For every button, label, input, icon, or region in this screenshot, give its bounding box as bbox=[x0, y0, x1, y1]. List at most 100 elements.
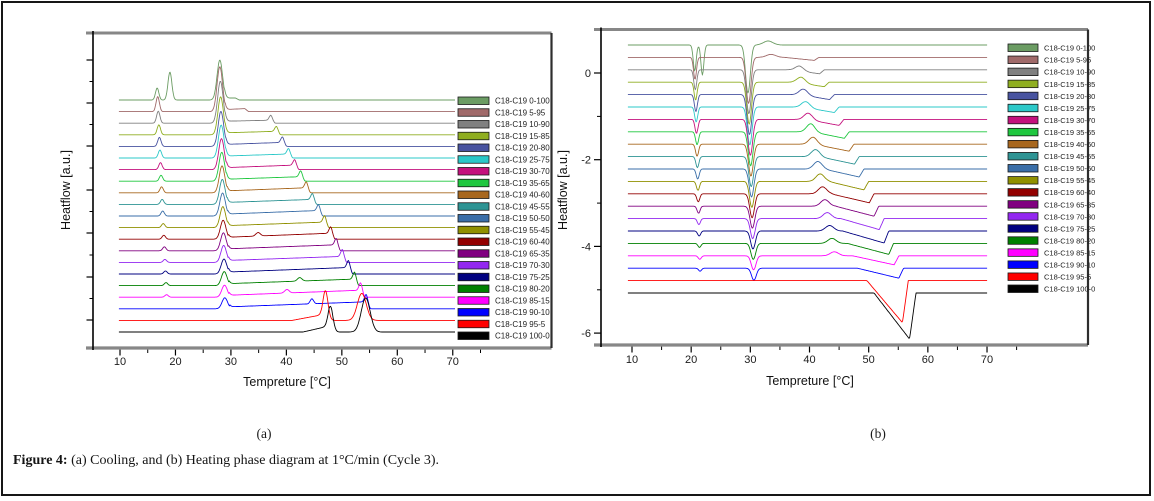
curve-c18-c19-100-0 bbox=[118, 297, 455, 333]
legend-swatch bbox=[1007, 43, 1039, 52]
legend-label: C18-C19 75-25 bbox=[1044, 224, 1095, 233]
curve-c18-c19-85-15 bbox=[118, 282, 455, 298]
curve-c18-c19-75-25 bbox=[118, 258, 455, 275]
curve-c18-c19-30-70 bbox=[627, 112, 988, 156]
x-axis-title: Tempreture [°C] bbox=[766, 374, 854, 388]
x-tick-label: 10 bbox=[114, 356, 126, 368]
legend-swatch bbox=[1007, 67, 1039, 76]
legend-swatch bbox=[457, 296, 490, 305]
curve-c18-c19-45-55 bbox=[627, 149, 988, 187]
curve-c18-c19-30-70 bbox=[118, 138, 455, 171]
legend-label: C18-C19 60-40 bbox=[495, 238, 550, 247]
legend-swatch bbox=[457, 131, 490, 141]
y-axis-title: Heatflow [a.u.] bbox=[556, 150, 570, 230]
curve-c18-c19-100-0 bbox=[627, 292, 988, 339]
curve-c18-c19-25-75 bbox=[118, 124, 455, 159]
legend-swatch bbox=[1007, 212, 1039, 221]
legend-label: C18-C19 65-35 bbox=[1044, 200, 1095, 209]
legend-swatch bbox=[457, 96, 490, 105]
figure-caption: Figure 4: (a) Cooling, and (b) Heating p… bbox=[13, 453, 439, 469]
legend-label: C18-C19 30-70 bbox=[495, 167, 550, 176]
curve-c18-c19-10-90 bbox=[627, 65, 988, 114]
curve-c18-c19-65-35 bbox=[118, 232, 455, 252]
curve-c18-c19-65-35 bbox=[627, 199, 988, 229]
legend-label: C18-C19 70-30 bbox=[495, 261, 550, 270]
legend-swatch bbox=[457, 155, 490, 164]
x-tick-label: 50 bbox=[336, 356, 348, 368]
legend-swatch bbox=[1007, 188, 1039, 197]
legend-swatch bbox=[457, 202, 490, 211]
legend-swatch bbox=[457, 272, 490, 282]
curve-c18-c19-15-85 bbox=[627, 76, 988, 125]
legend-swatch bbox=[457, 249, 490, 258]
legend-label: C18-C19 40-60 bbox=[495, 191, 550, 200]
legend-label: C18-C19 100-0 bbox=[1044, 285, 1095, 294]
curve-c18-c19-80-20 bbox=[118, 271, 455, 287]
caption-figure-number: Figure 4: bbox=[13, 453, 68, 468]
legend-swatch bbox=[457, 190, 490, 199]
y-tick-label: -2 bbox=[581, 155, 591, 167]
curve-c18-c19-35-65 bbox=[627, 123, 988, 167]
legend-label: C18-C19 35-65 bbox=[1044, 128, 1095, 137]
legend-label: C18-C19 75-25 bbox=[495, 273, 550, 282]
curve-c18-c19-60-40 bbox=[627, 186, 988, 219]
legend-swatch bbox=[457, 143, 490, 152]
curve-c18-c19-40-60 bbox=[118, 165, 455, 194]
legend-swatch bbox=[1007, 248, 1039, 257]
x-tick-label: 40 bbox=[803, 354, 815, 366]
legend-label: C18-C19 60-40 bbox=[1044, 188, 1095, 197]
curve-c18-c19-85-15 bbox=[627, 251, 988, 271]
curve-c18-c19-25-75 bbox=[627, 101, 988, 146]
legend-swatch bbox=[1007, 164, 1039, 173]
legend-swatch bbox=[1007, 272, 1039, 281]
legend-label: C18-C19 25-75 bbox=[495, 155, 550, 164]
x-tick-label: 60 bbox=[922, 354, 934, 366]
legend-label: C18-C19 10-90 bbox=[495, 120, 550, 129]
curve-c18-c19-75-25 bbox=[627, 225, 988, 250]
legend-label: C18-C19 20-80 bbox=[495, 144, 550, 153]
x-tick-label: 50 bbox=[863, 354, 875, 366]
legend-swatch bbox=[457, 167, 490, 176]
legend-swatch bbox=[457, 331, 490, 340]
y-tick-label: 0 bbox=[585, 68, 591, 80]
curve-c18-c19-15-85 bbox=[118, 96, 455, 136]
legend-swatch bbox=[1007, 79, 1039, 89]
legend-swatch bbox=[457, 308, 490, 317]
legend-label: C18-C19 30-70 bbox=[1044, 116, 1095, 125]
legend-label: C18-C19 95-5 bbox=[1044, 273, 1091, 282]
x-tick-label: 60 bbox=[391, 356, 403, 368]
legend-swatch bbox=[1007, 152, 1039, 161]
curve-c18-c19-55-45 bbox=[627, 173, 988, 208]
curve-c18-c19-70-30 bbox=[118, 245, 455, 263]
legend-label: C18-C19 45-55 bbox=[1044, 152, 1095, 161]
legend-swatch bbox=[457, 237, 490, 246]
legend-swatch bbox=[457, 178, 490, 188]
curve-c18-c19-5-95 bbox=[118, 66, 455, 113]
curve-c18-c19-20-80 bbox=[627, 88, 988, 135]
legend-label: C18-C19 5-95 bbox=[495, 108, 546, 117]
curve-c18-c19-20-80 bbox=[118, 111, 455, 147]
legend-label: C18-C19 0-100 bbox=[1044, 44, 1095, 53]
legend-label: C18-C19 40-60 bbox=[1044, 140, 1095, 149]
y-tick-label: -6 bbox=[581, 328, 591, 340]
legend-swatch bbox=[457, 108, 490, 117]
legend-swatch bbox=[1007, 224, 1039, 233]
x-tick-label: 30 bbox=[225, 356, 237, 368]
legend-label: C18-C19 80-20 bbox=[1044, 236, 1095, 245]
legend-label: C18-C19 50-50 bbox=[495, 214, 550, 223]
curve-c18-c19-50-50 bbox=[627, 161, 988, 198]
legend-label: C18-C19 15-85 bbox=[495, 132, 550, 141]
y-axis-title: Heatflow [a.u.] bbox=[59, 150, 73, 230]
x-tick-label: 70 bbox=[981, 354, 993, 366]
legend-label: C18-C19 55-45 bbox=[495, 226, 550, 235]
legend-swatch bbox=[1007, 55, 1039, 64]
dsc-plots-canvas: 10 20 30 40 50 60 70 Tempreture [°C] Heatflow [a… bbox=[59, 27, 1095, 389]
curve-c18-c19-70-30 bbox=[627, 212, 988, 240]
legend-label: C18-C19 85-15 bbox=[495, 296, 550, 305]
legend-swatch bbox=[457, 261, 490, 270]
legend-swatch bbox=[1007, 176, 1039, 185]
legend-label: C18-C19 80-20 bbox=[495, 285, 550, 294]
legend-swatch bbox=[1007, 200, 1039, 209]
curve-c18-c19-40-60 bbox=[627, 136, 988, 177]
